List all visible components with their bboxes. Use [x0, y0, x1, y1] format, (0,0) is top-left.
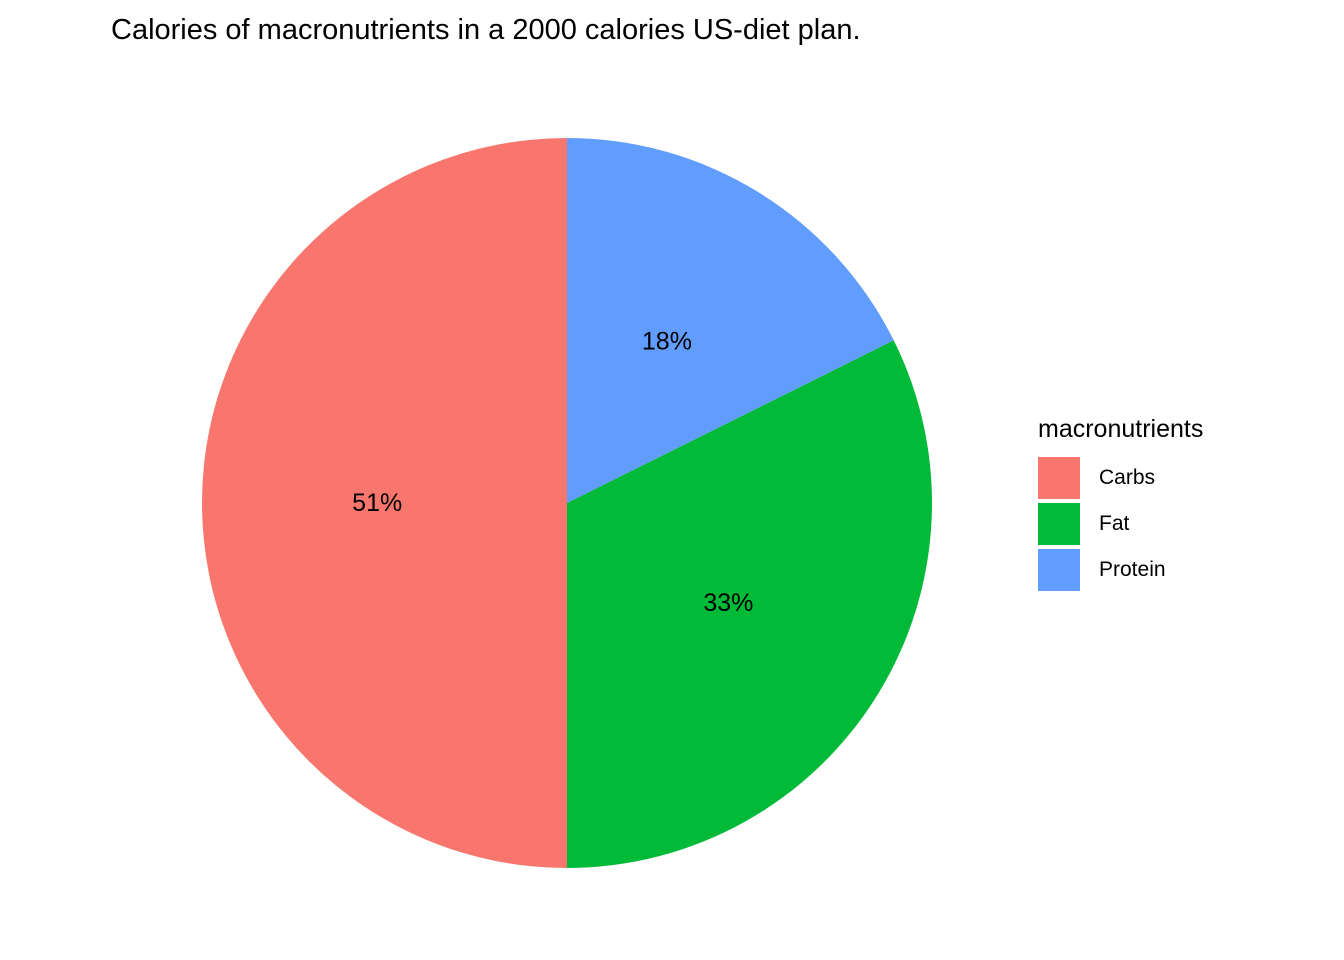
- legend: macronutrients Carbs Fat Protein: [1038, 412, 1203, 593]
- pie-label-protein: 18%: [642, 328, 692, 356]
- pie-slice-protein: [567, 138, 894, 503]
- legend-item-fat: Fat: [1038, 501, 1203, 547]
- legend-key-carbs: [1038, 457, 1080, 499]
- legend-item-protein: Protein: [1038, 547, 1203, 593]
- pie-slice-carbs: [202, 138, 567, 868]
- legend-key-fat: [1038, 503, 1080, 545]
- pie-label-fat: 33%: [703, 589, 753, 617]
- legend-item-carbs: Carbs: [1038, 455, 1203, 501]
- legend-label-carbs: Carbs: [1099, 466, 1156, 489]
- pie-label-carbs: 51%: [352, 489, 402, 517]
- legend-title: macronutrients: [1038, 415, 1204, 443]
- pie-slice-fat: [567, 340, 932, 868]
- pie-labels: 51% 33% 18%: [352, 328, 753, 617]
- legend-label-protein: Protein: [1099, 558, 1166, 581]
- chart-title: Calories of macronutrients in a 2000 cal…: [111, 14, 861, 46]
- legend-key-protein: [1038, 549, 1080, 591]
- legend-label-fat: Fat: [1099, 512, 1130, 535]
- pie-slices: [202, 138, 932, 868]
